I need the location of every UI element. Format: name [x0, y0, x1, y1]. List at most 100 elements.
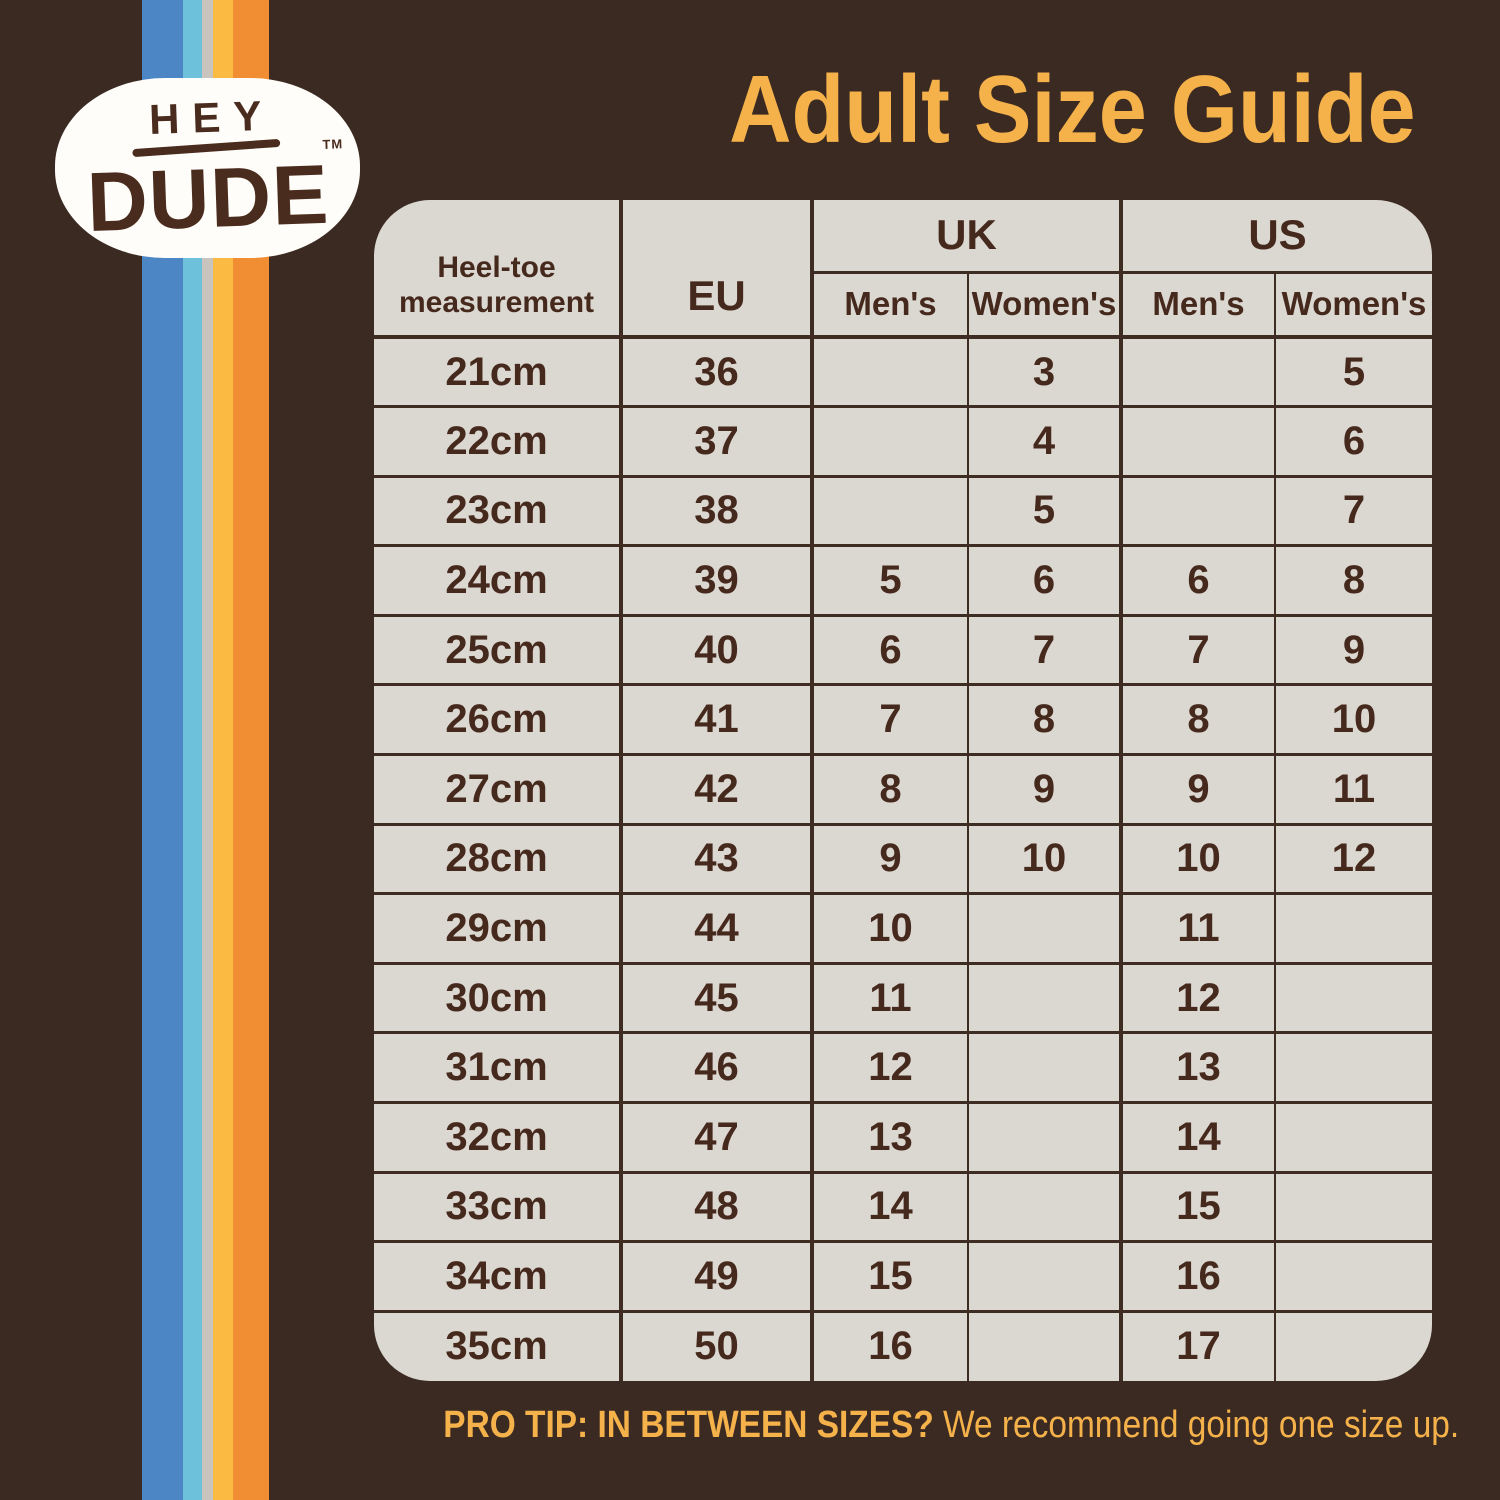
cell-heel-toe: 27cm — [374, 754, 623, 826]
header-us: US — [1121, 200, 1432, 274]
size-table-row: 33cm 48 14 15 — [374, 1172, 1432, 1244]
cell-us-womens — [1275, 893, 1432, 965]
cell-uk-mens: 16 — [812, 1311, 969, 1381]
cell-uk-mens: 15 — [812, 1241, 969, 1313]
cell-uk-womens: 9 — [968, 754, 1124, 826]
cell-us-mens: 7 — [1121, 615, 1277, 687]
cell-eu: 44 — [621, 893, 814, 965]
cell-uk-mens: 9 — [812, 824, 969, 896]
cell-us-mens: 11 — [1121, 893, 1277, 965]
cell-eu: 37 — [621, 406, 814, 478]
cell-eu: 40 — [621, 615, 814, 687]
cell-uk-womens — [968, 893, 1124, 965]
cell-heel-toe: 29cm — [374, 893, 623, 965]
cell-uk-womens: 5 — [968, 476, 1124, 548]
size-table-row: 21cm 36 3 5 — [374, 337, 1432, 409]
cell-us-mens: 13 — [1121, 1032, 1277, 1105]
size-table-body: 21cm 36 3 5 22cm 37 4 6 23cm 38 5 7 24cm… — [374, 337, 1432, 1381]
cell-us-womens — [1275, 1032, 1432, 1105]
cell-eu: 48 — [621, 1172, 814, 1244]
cell-heel-toe: 22cm — [374, 406, 623, 478]
cell-us-mens: 8 — [1121, 684, 1277, 757]
size-table-row: 24cm 39 5 6 6 8 — [374, 545, 1432, 617]
cell-heel-toe: 21cm — [374, 337, 623, 409]
cell-uk-mens: 12 — [812, 1032, 969, 1105]
cell-us-womens: 11 — [1275, 754, 1432, 826]
size-table: Heel-toe measurement EU UK US Men's Wome… — [374, 200, 1432, 1381]
cell-uk-womens: 10 — [968, 824, 1124, 896]
page-title: Adult Size Guide — [640, 62, 1500, 158]
size-table-row: 34cm 49 15 16 — [374, 1241, 1432, 1313]
cell-us-womens: 6 — [1275, 406, 1432, 478]
cell-eu: 42 — [621, 754, 814, 826]
header-heel-toe-line1: Heel-toe — [437, 251, 556, 285]
cell-us-womens: 12 — [1275, 824, 1432, 896]
cell-uk-womens — [968, 1102, 1124, 1174]
cell-heel-toe: 30cm — [374, 963, 623, 1035]
cell-uk-mens — [812, 476, 969, 548]
cell-us-mens: 17 — [1121, 1311, 1277, 1381]
cell-uk-mens: 13 — [812, 1102, 969, 1174]
size-table-row: 35cm 50 16 17 — [374, 1311, 1432, 1381]
cell-heel-toe: 28cm — [374, 824, 623, 896]
header-uk-womens: Women's — [968, 272, 1124, 339]
pro-tip-answer: We recommend going one size up. — [943, 1404, 1460, 1446]
cell-us-womens — [1275, 963, 1432, 1035]
hey-dude-logo-text: HEY DUDE TM — [84, 91, 344, 249]
size-table-row: 32cm 47 13 14 — [374, 1102, 1432, 1174]
cell-uk-mens: 5 — [812, 545, 969, 617]
cell-uk-mens: 10 — [812, 893, 969, 965]
cell-heel-toe: 33cm — [374, 1172, 623, 1244]
cell-uk-mens — [812, 337, 969, 409]
cell-eu: 41 — [621, 684, 814, 757]
cell-eu: 38 — [621, 476, 814, 548]
cell-us-mens: 9 — [1121, 754, 1277, 826]
cell-eu: 43 — [621, 824, 814, 896]
cell-heel-toe: 35cm — [374, 1311, 623, 1381]
cell-uk-womens — [968, 1172, 1124, 1244]
cell-eu: 45 — [621, 963, 814, 1035]
cell-heel-toe: 24cm — [374, 545, 623, 617]
header-eu: EU — [621, 200, 814, 339]
cell-uk-mens: 14 — [812, 1172, 969, 1244]
header-heel-toe-line2: measurement — [398, 286, 595, 320]
cell-eu: 36 — [621, 337, 814, 409]
cell-uk-womens — [968, 1032, 1124, 1105]
cell-heel-toe: 32cm — [374, 1102, 623, 1174]
cell-us-mens: 6 — [1121, 545, 1277, 617]
cell-us-womens — [1275, 1311, 1432, 1381]
header-heel-toe: Heel-toe measurement — [374, 200, 623, 339]
cell-us-mens — [1121, 476, 1277, 548]
cell-uk-womens: 6 — [968, 545, 1124, 617]
cell-us-womens: 7 — [1275, 476, 1432, 548]
cell-uk-mens: 7 — [812, 684, 969, 757]
size-table-row: 25cm 40 6 7 7 9 — [374, 615, 1432, 687]
size-table-card: Heel-toe measurement EU UK US Men's Wome… — [374, 200, 1432, 1381]
page-title-text: Adult Size Guide — [728, 56, 1416, 163]
stripe-light-blue — [183, 0, 202, 1500]
cell-us-womens: 10 — [1275, 684, 1432, 757]
cell-us-mens: 15 — [1121, 1172, 1277, 1244]
size-table-header: Heel-toe measurement EU UK US Men's Wome… — [374, 200, 1432, 339]
cell-uk-mens — [812, 406, 969, 478]
cell-us-womens: 8 — [1275, 545, 1432, 617]
cell-uk-womens — [968, 1241, 1124, 1313]
logo-trademark: TM — [322, 135, 344, 152]
size-table-row: 28cm 43 9 10 10 12 — [374, 824, 1432, 896]
cell-us-womens: 9 — [1275, 615, 1432, 687]
hey-dude-logo: HEY DUDE TM — [55, 78, 360, 258]
cell-uk-womens: 4 — [968, 406, 1124, 478]
size-table-row: 31cm 46 12 13 — [374, 1032, 1432, 1105]
cell-eu: 47 — [621, 1102, 814, 1174]
cell-uk-womens — [968, 1311, 1124, 1381]
cell-uk-mens: 8 — [812, 754, 969, 826]
cell-heel-toe: 25cm — [374, 615, 623, 687]
cell-heel-toe: 26cm — [374, 684, 623, 757]
cell-eu: 39 — [621, 545, 814, 617]
cell-heel-toe: 34cm — [374, 1241, 623, 1313]
cell-us-mens — [1121, 406, 1277, 478]
cell-us-mens: 16 — [1121, 1241, 1277, 1313]
stripe-yellow — [213, 0, 233, 1500]
cell-uk-mens: 11 — [812, 963, 969, 1035]
